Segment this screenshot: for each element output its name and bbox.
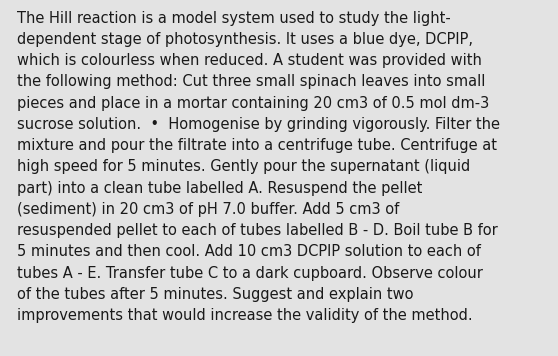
Text: The Hill reaction is a model system used to study the light-
dependent stage of : The Hill reaction is a model system used…: [17, 11, 500, 323]
